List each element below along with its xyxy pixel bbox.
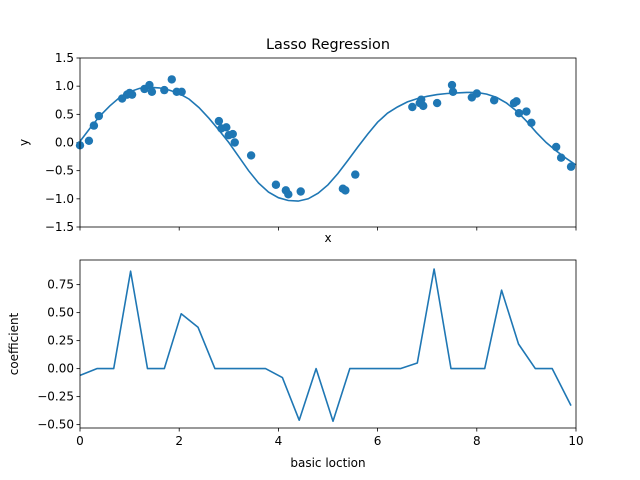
data-point xyxy=(447,80,457,90)
x-tick-label: 0 xyxy=(76,434,84,448)
data-point xyxy=(341,186,350,195)
data-point xyxy=(551,142,561,152)
data-point xyxy=(222,123,231,132)
y-axis-ticks: 0.75 0.50 0.25 0.00 −0.25 −0.50 xyxy=(37,278,80,432)
data-point xyxy=(566,162,576,171)
x-tick-label: 6 xyxy=(374,434,382,448)
coefficient-line xyxy=(79,268,572,423)
data-point xyxy=(527,118,536,127)
chart-title: Lasso Regression xyxy=(266,37,390,53)
y-axis-label: y xyxy=(17,139,31,146)
data-point xyxy=(94,111,104,121)
y-tick-label: −0.5 xyxy=(45,164,74,178)
x-axis-ticks: 0 2 4 6 8 10 xyxy=(76,428,584,448)
y-tick-label: −1.5 xyxy=(45,220,74,234)
y-tick-label: 0.00 xyxy=(47,362,74,376)
x-axis-label: x xyxy=(324,231,331,245)
data-point xyxy=(296,187,305,196)
y-tick-label: 0.75 xyxy=(47,278,74,292)
data-point xyxy=(284,190,293,199)
x-axis-ticks xyxy=(79,227,577,231)
y-tick-label: 1.5 xyxy=(55,51,74,65)
coefficient-subplot: 0.75 0.50 0.25 0.00 −0.25 −0.50 0 2 4 6 8 10 basic… xyxy=(7,259,584,470)
coefficient-line-group xyxy=(79,268,572,423)
data-point xyxy=(145,80,154,90)
regression-subplot: Lasso Regression 1.5 1.0 0.5 0.0 −0.5 −1.0 −1.… xyxy=(17,37,577,245)
data-point xyxy=(408,102,417,112)
data-point xyxy=(556,153,566,162)
y-tick-label: 0.5 xyxy=(55,107,74,121)
data-point xyxy=(512,97,521,106)
data-point xyxy=(419,101,428,111)
data-point xyxy=(84,136,94,146)
y-tick-label: −0.50 xyxy=(37,418,74,432)
data-point xyxy=(230,138,239,147)
data-point xyxy=(271,180,281,189)
y-tick-label: 0.25 xyxy=(47,334,74,348)
plot-frame xyxy=(79,259,577,429)
data-point xyxy=(514,109,524,118)
data-point xyxy=(160,85,169,95)
data-point xyxy=(214,116,224,126)
fitted-curve xyxy=(79,86,577,202)
data-point xyxy=(147,87,157,97)
data-point xyxy=(489,96,499,105)
data-point xyxy=(228,129,237,139)
data-point xyxy=(177,87,186,97)
fitted-curve-group xyxy=(79,86,577,202)
data-point xyxy=(351,170,360,179)
x-tick-label: 10 xyxy=(568,434,583,448)
plot-frame xyxy=(79,57,577,228)
data-point xyxy=(246,151,256,160)
x-axis-label: basic loction xyxy=(290,456,365,470)
data-point xyxy=(472,89,481,98)
data-point xyxy=(89,121,99,130)
y-tick-label: 1.0 xyxy=(55,79,74,93)
y-tick-label: 0.50 xyxy=(47,306,74,320)
x-tick-label: 2 xyxy=(175,434,183,448)
y-tick-label: 0.0 xyxy=(55,136,74,150)
y-tick-label: −1.0 xyxy=(45,192,74,206)
data-point xyxy=(448,87,458,97)
data-point xyxy=(127,90,137,99)
data-point xyxy=(522,107,531,116)
data-point xyxy=(432,98,442,108)
data-points-group xyxy=(75,75,576,199)
x-tick-label: 8 xyxy=(473,434,481,448)
y-axis-ticks: 1.5 1.0 0.5 0.0 −0.5 −1.0 −1.5 xyxy=(45,51,80,234)
x-tick-label: 4 xyxy=(275,434,283,448)
y-tick-label: −0.25 xyxy=(37,390,74,404)
data-point xyxy=(167,75,176,84)
y-axis-label: coefficient xyxy=(7,312,21,375)
